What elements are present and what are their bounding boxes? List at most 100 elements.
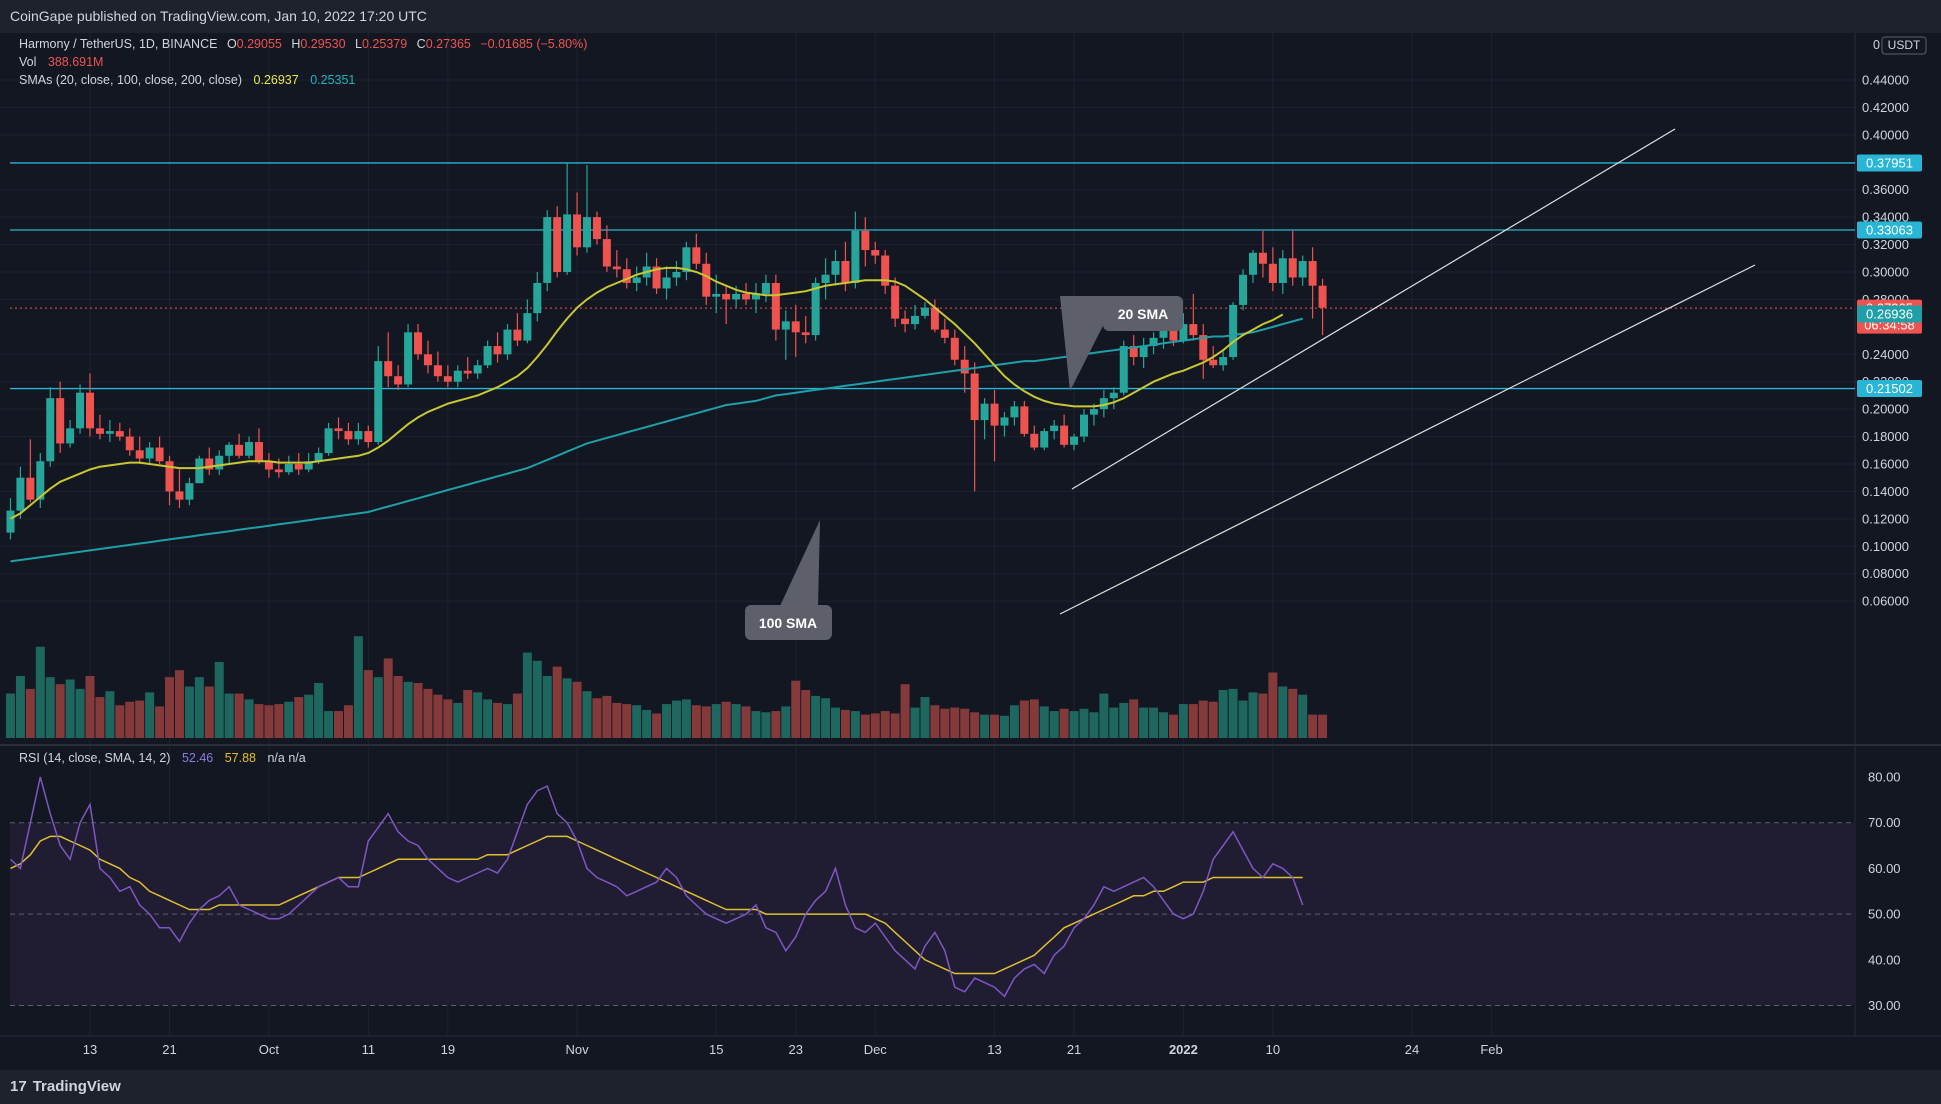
volume-bar — [662, 704, 672, 738]
volume-bar — [135, 700, 145, 738]
candle-body — [1308, 261, 1317, 286]
rsi-tick-label: 50.00 — [1868, 907, 1901, 922]
candle-body — [254, 442, 263, 462]
legend-sma20-value: 0.26937 — [254, 73, 299, 87]
legend-vol-value: 388.691M — [48, 55, 104, 69]
volume-bar — [1218, 690, 1228, 738]
volume-bar — [85, 675, 95, 738]
horizontal-levels — [10, 162, 1855, 390]
volume-bar — [145, 692, 155, 738]
candle-body — [46, 398, 55, 462]
price-chart-svg[interactable]: 20 SMA 100 SMA 0.44000 0.42000 0.40000 0.36… — [0, 33, 1941, 1070]
time-tick-label: 10 — [1266, 1042, 1280, 1057]
chart-area[interactable]: 20 SMA 100 SMA 0.44000 0.42000 0.40000 0.36… — [0, 33, 1941, 1070]
candle-body — [513, 329, 522, 341]
price-tick-label: 0.18000 — [1862, 429, 1909, 444]
candle-body — [1089, 409, 1098, 415]
volume-bar — [622, 704, 632, 738]
time-tick-label: Dec — [864, 1042, 888, 1057]
candle-body — [1239, 274, 1248, 305]
volume-bar — [453, 702, 463, 738]
candle-body — [145, 447, 154, 459]
currency-label: USDT — [1888, 38, 1921, 52]
volume-bar — [1119, 702, 1129, 738]
volume-bar — [1248, 692, 1258, 738]
volume-bar — [1139, 707, 1149, 738]
candle-body — [553, 217, 562, 272]
candle-body — [871, 250, 880, 256]
candle-body — [831, 261, 840, 275]
volume-bar — [840, 709, 850, 738]
candle-body — [920, 307, 929, 316]
time-tick-label: Oct — [259, 1042, 280, 1057]
candle-body — [791, 321, 800, 333]
price-label-text: 0.33063 — [1866, 222, 1913, 237]
volume-bar — [831, 707, 840, 738]
candle-body — [334, 428, 343, 432]
volume-bar — [990, 714, 1000, 738]
volume-bar — [383, 658, 393, 738]
volume-bar — [1288, 688, 1298, 738]
candle-body — [821, 274, 830, 283]
candle-body — [384, 361, 393, 377]
sma100-callout-pointer — [780, 520, 820, 606]
volume-bar — [194, 677, 204, 738]
volume-bar — [562, 678, 572, 738]
candle-body — [26, 477, 35, 500]
volume-bar — [860, 714, 870, 738]
volume-bar — [35, 646, 45, 738]
rsi-tick-label: 30.00 — [1868, 998, 1901, 1013]
trend-channel — [1059, 128, 1756, 615]
candle-body — [1199, 335, 1208, 360]
volume-bar — [512, 693, 522, 738]
candle-body — [1149, 337, 1158, 347]
candle-body — [543, 217, 552, 283]
candle-body — [364, 431, 373, 443]
tradingview-logo[interactable]: 17 TradingView — [10, 1078, 121, 1095]
candle-body — [940, 329, 949, 338]
price-label-box — [1857, 221, 1922, 239]
candle-body — [881, 255, 890, 286]
volume-bar — [711, 704, 721, 738]
volume-bar — [950, 707, 960, 738]
tradingview-logo-icon: 17 — [10, 1078, 27, 1095]
volume-bar — [15, 675, 25, 738]
candle-body — [215, 455, 224, 470]
volume-bar — [999, 715, 1009, 738]
volume-bar — [254, 704, 264, 738]
volume-bar — [980, 714, 990, 738]
legend-sma100-value: 0.25351 — [310, 73, 355, 87]
volume-bar — [343, 705, 353, 738]
sma100-callout-label: 100 SMA — [759, 615, 817, 631]
volume-bar — [1298, 694, 1308, 738]
volume-bar — [751, 711, 761, 738]
volume-bar — [115, 705, 125, 738]
candle-body — [6, 510, 15, 533]
candle-body — [433, 365, 442, 377]
candle-body — [672, 271, 681, 278]
volume-bar — [234, 693, 244, 738]
volume-bar — [801, 690, 811, 738]
svg-text:Harmony / TetherUS, 1D, BINANC: Harmony / TetherUS, 1D, BINANCE O0.29055… — [19, 37, 587, 51]
volume-bar — [5, 693, 15, 738]
volume-bar — [1109, 707, 1119, 738]
candle-body — [1000, 417, 1009, 426]
candle-body — [612, 266, 621, 270]
volume-bars — [5, 636, 1328, 738]
volume-bar — [940, 708, 950, 738]
legend-low-value: 0.25379 — [362, 37, 407, 51]
candle-body — [742, 293, 751, 300]
volume-bar — [353, 636, 363, 738]
volume-bar — [165, 677, 175, 738]
volume-bar — [602, 695, 612, 738]
candle-body — [374, 361, 383, 443]
volume-bar — [95, 697, 105, 738]
price-tick-label: 0.20000 — [1862, 402, 1909, 417]
legend-low-label: L — [355, 37, 362, 51]
candle-body — [185, 483, 194, 500]
candle-body — [1080, 414, 1088, 437]
volume-bar — [1278, 686, 1288, 738]
rsi-ma-line — [10, 835, 1303, 975]
price-tick-label: 0.44000 — [1862, 73, 1909, 88]
rsi-pane — [9, 776, 1855, 1006]
